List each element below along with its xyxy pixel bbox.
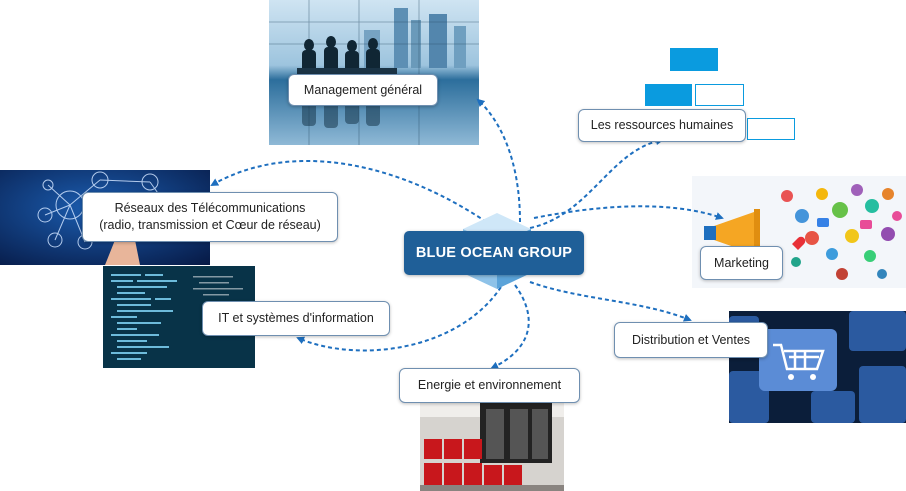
connector-management [476,98,521,223]
node-telecom-label-line1: Réseaux des Télécommunications [114,201,306,215]
connector-hr [529,137,664,229]
node-hr-label: Les ressources humaines [590,118,734,132]
node-hr: Les ressources humaines [578,109,746,142]
node-telecom: Réseaux des Télécommunications (radio, t… [82,192,338,242]
node-marketing: Marketing [700,246,783,280]
node-management: Management général [288,74,438,106]
org-chart-icon [645,48,795,142]
node-distribution-label: Distribution et Ventes [631,332,751,347]
energy-photo [420,403,564,491]
node-telecom-label-line2: (radio, transmission et Cœur de réseau) [99,218,321,232]
node-energy-label: Energie et environnement [417,378,562,392]
node-distribution: Distribution et Ventes [614,322,768,358]
connector-energy [490,284,530,370]
center-node-label-box: BLUE OCEAN GROUP [404,231,584,275]
node-management-label: Management général [303,82,423,97]
node-energy: Energie et environnement [399,368,580,403]
center-label-text: BLUE OCEAN GROUP [415,245,573,261]
node-it: IT et systèmes d'information [202,301,390,336]
management-photo [269,0,479,145]
node-marketing-label: Marketing [714,255,769,270]
connector-distribution [529,281,692,322]
node-it-label: IT et systèmes d'information [218,311,374,325]
